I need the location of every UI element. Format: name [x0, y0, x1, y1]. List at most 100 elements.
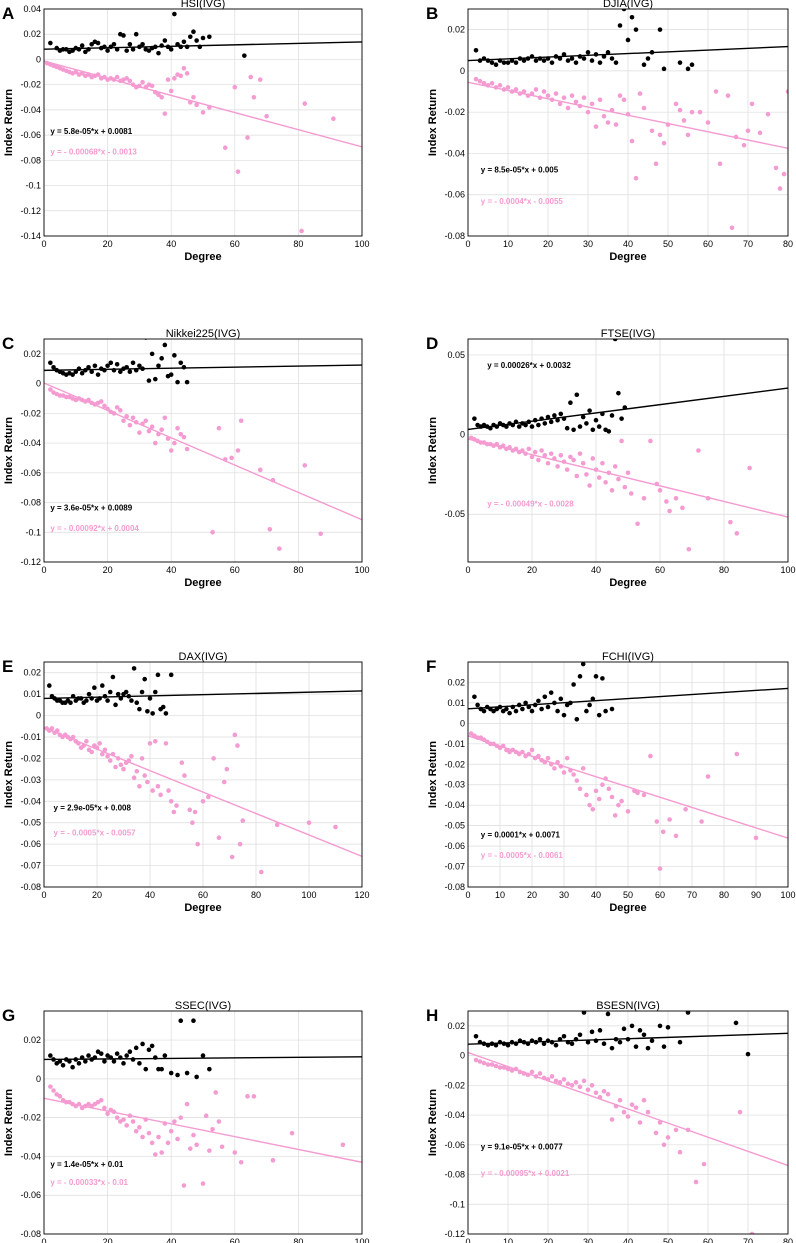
y-tick-label: -0.08 [444, 882, 465, 892]
y-tick-label: -0.06 [20, 130, 41, 140]
x-tick-label: 30 [583, 239, 593, 249]
black-data-point [603, 708, 608, 714]
black-data-point [641, 1032, 647, 1038]
pink-data-point [277, 546, 282, 551]
y-tick-label: -0.07 [444, 862, 465, 872]
black-data-point [555, 708, 560, 714]
pink-data-point [481, 1060, 487, 1066]
black-fit-line [468, 45, 788, 62]
black-data-point [149, 351, 155, 357]
pink-data-point [585, 1087, 591, 1093]
black-data-point [548, 419, 554, 425]
pink-data-point [781, 171, 787, 177]
black-data-point [665, 1025, 671, 1030]
y-tick-label: -0.02 [20, 753, 41, 763]
black-data-point [677, 60, 683, 65]
black-data-point [569, 56, 575, 61]
y-tick-label: -0.03 [444, 780, 465, 790]
pink-data-point [581, 1078, 587, 1084]
y-axis-label: Index Return [427, 89, 439, 157]
pink-data-point [673, 495, 679, 501]
pink-data-point [178, 73, 184, 79]
pink-data-point [175, 425, 180, 431]
pink-data-point [673, 833, 679, 839]
black-data-point [140, 1041, 145, 1047]
pink-data-point [657, 866, 663, 871]
x-tick-label: 40 [591, 890, 601, 900]
pink-data-point [477, 78, 483, 84]
pink-data-point [235, 169, 241, 174]
pink-data-point [621, 1109, 627, 1115]
pink-data-point [617, 1097, 623, 1103]
black-data-point [83, 49, 88, 55]
x-tick-label: 0 [41, 1237, 46, 1243]
black-data-point [589, 1029, 595, 1035]
black-data-point [146, 378, 152, 383]
y-tick-label: -0.07 [20, 861, 41, 871]
x-tick-label: 50 [663, 239, 673, 249]
chart-panel-h: H BSESN(IVG) 0 10 20 30 40 50 60 70 80 -0.12 -0.1 -0.… [426, 1000, 793, 1243]
black-data-point [539, 706, 544, 712]
y-tick-label: -0.01 [444, 739, 465, 749]
x-axis-label: Degree [184, 577, 221, 589]
black-data-point [159, 356, 164, 361]
black-data-point [184, 379, 190, 385]
chart-panel-c: C Nikkei225(IVG) 0 20 40 60 80 100 -0.12 -0.1 -0.0… [2, 328, 370, 589]
black-data-point [633, 1044, 639, 1049]
pink-data-point [156, 1134, 161, 1140]
pink-data-point [245, 135, 250, 140]
black-data-point [580, 414, 586, 420]
black-data-point [156, 50, 161, 56]
pink-data-point [596, 475, 602, 480]
black-data-point [542, 694, 548, 700]
black-data-point [633, 27, 639, 32]
pink-data-point [238, 1159, 244, 1165]
x-tick-label: 40 [166, 1237, 176, 1243]
pink-data-point [159, 94, 164, 100]
pink-data-point [641, 105, 647, 111]
black-data-point [73, 369, 79, 375]
pink-data-point [773, 165, 779, 171]
pink-data-point [529, 454, 535, 460]
black-data-point [134, 700, 140, 706]
black-data-point [545, 704, 551, 710]
black-data-point [137, 363, 142, 369]
y-tick-label: -0.02 [444, 107, 465, 117]
black-data-point [536, 698, 541, 704]
y-axis-label: Index Return [427, 417, 439, 485]
black-data-point [593, 417, 599, 423]
x-tick-label: 20 [103, 565, 113, 575]
black-fit-line [44, 364, 362, 372]
black-data-point [493, 1042, 499, 1048]
black-data-point [584, 421, 589, 426]
pink-data-point [497, 1065, 503, 1070]
black-data-point [105, 363, 110, 369]
black-data-point [745, 1051, 751, 1057]
pink-data-point [259, 869, 264, 875]
black-data-point [172, 11, 177, 17]
pink-data-point [545, 755, 551, 761]
pink-data-point [213, 1090, 219, 1095]
black-data-point [489, 60, 495, 65]
y-tick-label: -0.08 [444, 1170, 465, 1180]
pink-data-point [601, 1088, 607, 1094]
y-tick-label: 0.02 [447, 1021, 465, 1031]
black-data-point [137, 706, 142, 712]
pink-data-point [548, 451, 554, 456]
pink-fit-line [468, 81, 788, 149]
pink-data-point [248, 74, 253, 80]
x-tick-label: 80 [783, 1237, 793, 1243]
pink-data-point [601, 114, 607, 119]
pink-data-point [51, 1088, 56, 1093]
pink-data-point [673, 101, 679, 107]
pink-data-point [532, 449, 538, 455]
pink-data-point [573, 99, 579, 105]
pink-data-point [590, 806, 596, 812]
pink-data-point [493, 1063, 499, 1069]
pink-data-point [216, 425, 222, 431]
chart-title: BSESN(IVG) [596, 1000, 660, 1012]
black-data-point [613, 60, 619, 65]
black-data-point [83, 1059, 88, 1064]
pink-data-point [637, 1120, 643, 1125]
panel-label: E [2, 657, 13, 676]
